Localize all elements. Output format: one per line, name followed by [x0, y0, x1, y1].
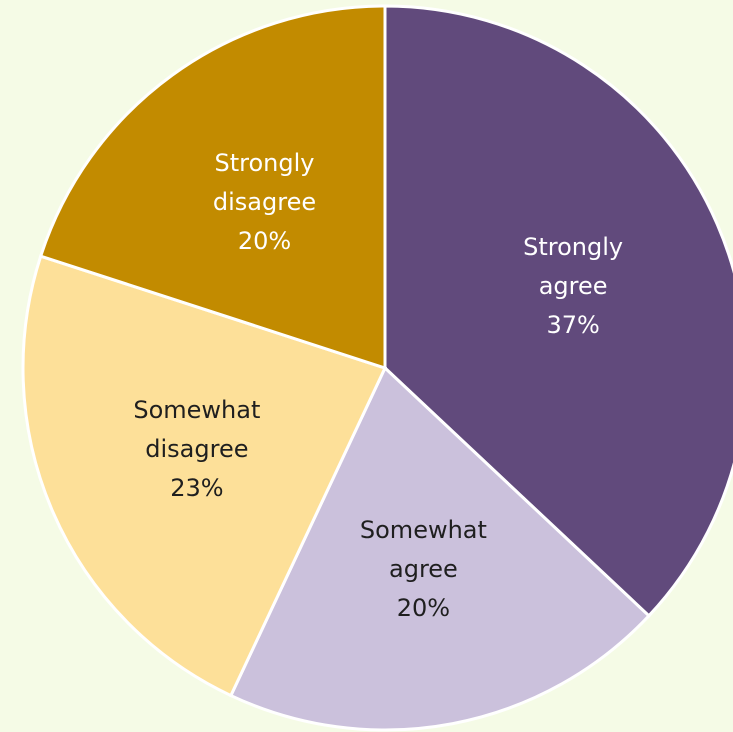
slice-category-text: Somewhat [359, 515, 487, 544]
pie-slice-somewhat-disagree [21, 254, 388, 698]
slice-label-somewhat-disagree: Somewhat disagree 23% [87, 391, 307, 508]
slice-category-text: Strongly [214, 148, 315, 177]
slice-value-text: 20% [396, 593, 451, 622]
slice-category-text: disagree [145, 434, 249, 463]
slice-value-text: 20% [237, 226, 292, 255]
pie-slice-somewhat-agree [228, 365, 652, 732]
slice-category-text: Strongly [523, 233, 624, 262]
slice-label-strongly-disagree: Strongly disagree 20% [155, 144, 375, 261]
slice-category-text: disagree [212, 187, 317, 216]
slice-value-text: 23% [170, 473, 224, 502]
pie-slice-strongly-disagree [38, 4, 387, 371]
slice-category-text: agree [389, 554, 458, 583]
slice-value-text: 37% [546, 311, 600, 340]
slice-label-strongly-agree: Strongly agree 37% [463, 228, 683, 345]
slice-category-text: Somewhat [133, 395, 261, 424]
slice-category-text: agree [538, 272, 608, 301]
slice-label-somewhat-agree: Somewhat agree 20% [313, 511, 533, 628]
pie-slice-strongly-agree [383, 4, 733, 618]
